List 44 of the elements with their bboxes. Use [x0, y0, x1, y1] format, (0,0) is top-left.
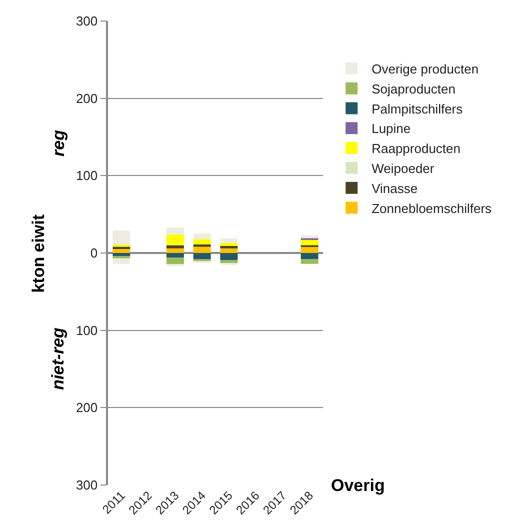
y-tick-label: 200: [76, 400, 98, 416]
text: reg: [49, 129, 68, 156]
bar: [220, 248, 238, 253]
x-axis-title: Overig: [331, 476, 385, 495]
bar: [300, 240, 318, 246]
bar: [220, 238, 238, 243]
text: niet-reg: [48, 326, 68, 390]
bar: [193, 239, 211, 244]
bar: [166, 245, 184, 248]
legend-label: Vinasse: [372, 180, 418, 196]
bar: [193, 253, 211, 260]
bar: [193, 234, 211, 240]
y-tick-label: 100: [76, 322, 98, 338]
bar: [300, 253, 318, 260]
y-tick-label: 300: [76, 14, 98, 29]
bar: [220, 260, 238, 264]
legend-label: Raapproducten: [372, 141, 461, 156]
y-tick-label: 300: [76, 478, 98, 493]
legend-label: Palmpitschilfers: [372, 101, 464, 116]
bar: [166, 227, 184, 234]
bar: [193, 246, 211, 253]
legend-label: Zonnebloemschilfers: [372, 200, 492, 216]
legend-label: Lupine: [372, 121, 411, 136]
bar: [166, 258, 184, 265]
bar: [112, 253, 130, 256]
y-tick-label: 0: [90, 246, 98, 261]
y-tick-label: 200: [76, 90, 98, 106]
bar: [166, 253, 184, 258]
legend-label: Weipoeder: [372, 161, 435, 176]
bar: [166, 234, 184, 246]
y-axis-title: kton eiwit: [28, 214, 48, 293]
bar: [220, 242, 238, 246]
y-tick-label: 100: [76, 168, 98, 184]
bar: [193, 244, 211, 247]
bar: [166, 248, 184, 253]
bar: [300, 235, 318, 238]
bar: [112, 230, 130, 244]
legend-label: Sojaproducten: [372, 81, 456, 96]
bar: [112, 258, 130, 264]
bar: [220, 253, 238, 260]
bar: [300, 259, 318, 264]
legend-label: Overige producten: [372, 62, 479, 76]
bar: [300, 246, 318, 253]
bar: [112, 244, 130, 247]
